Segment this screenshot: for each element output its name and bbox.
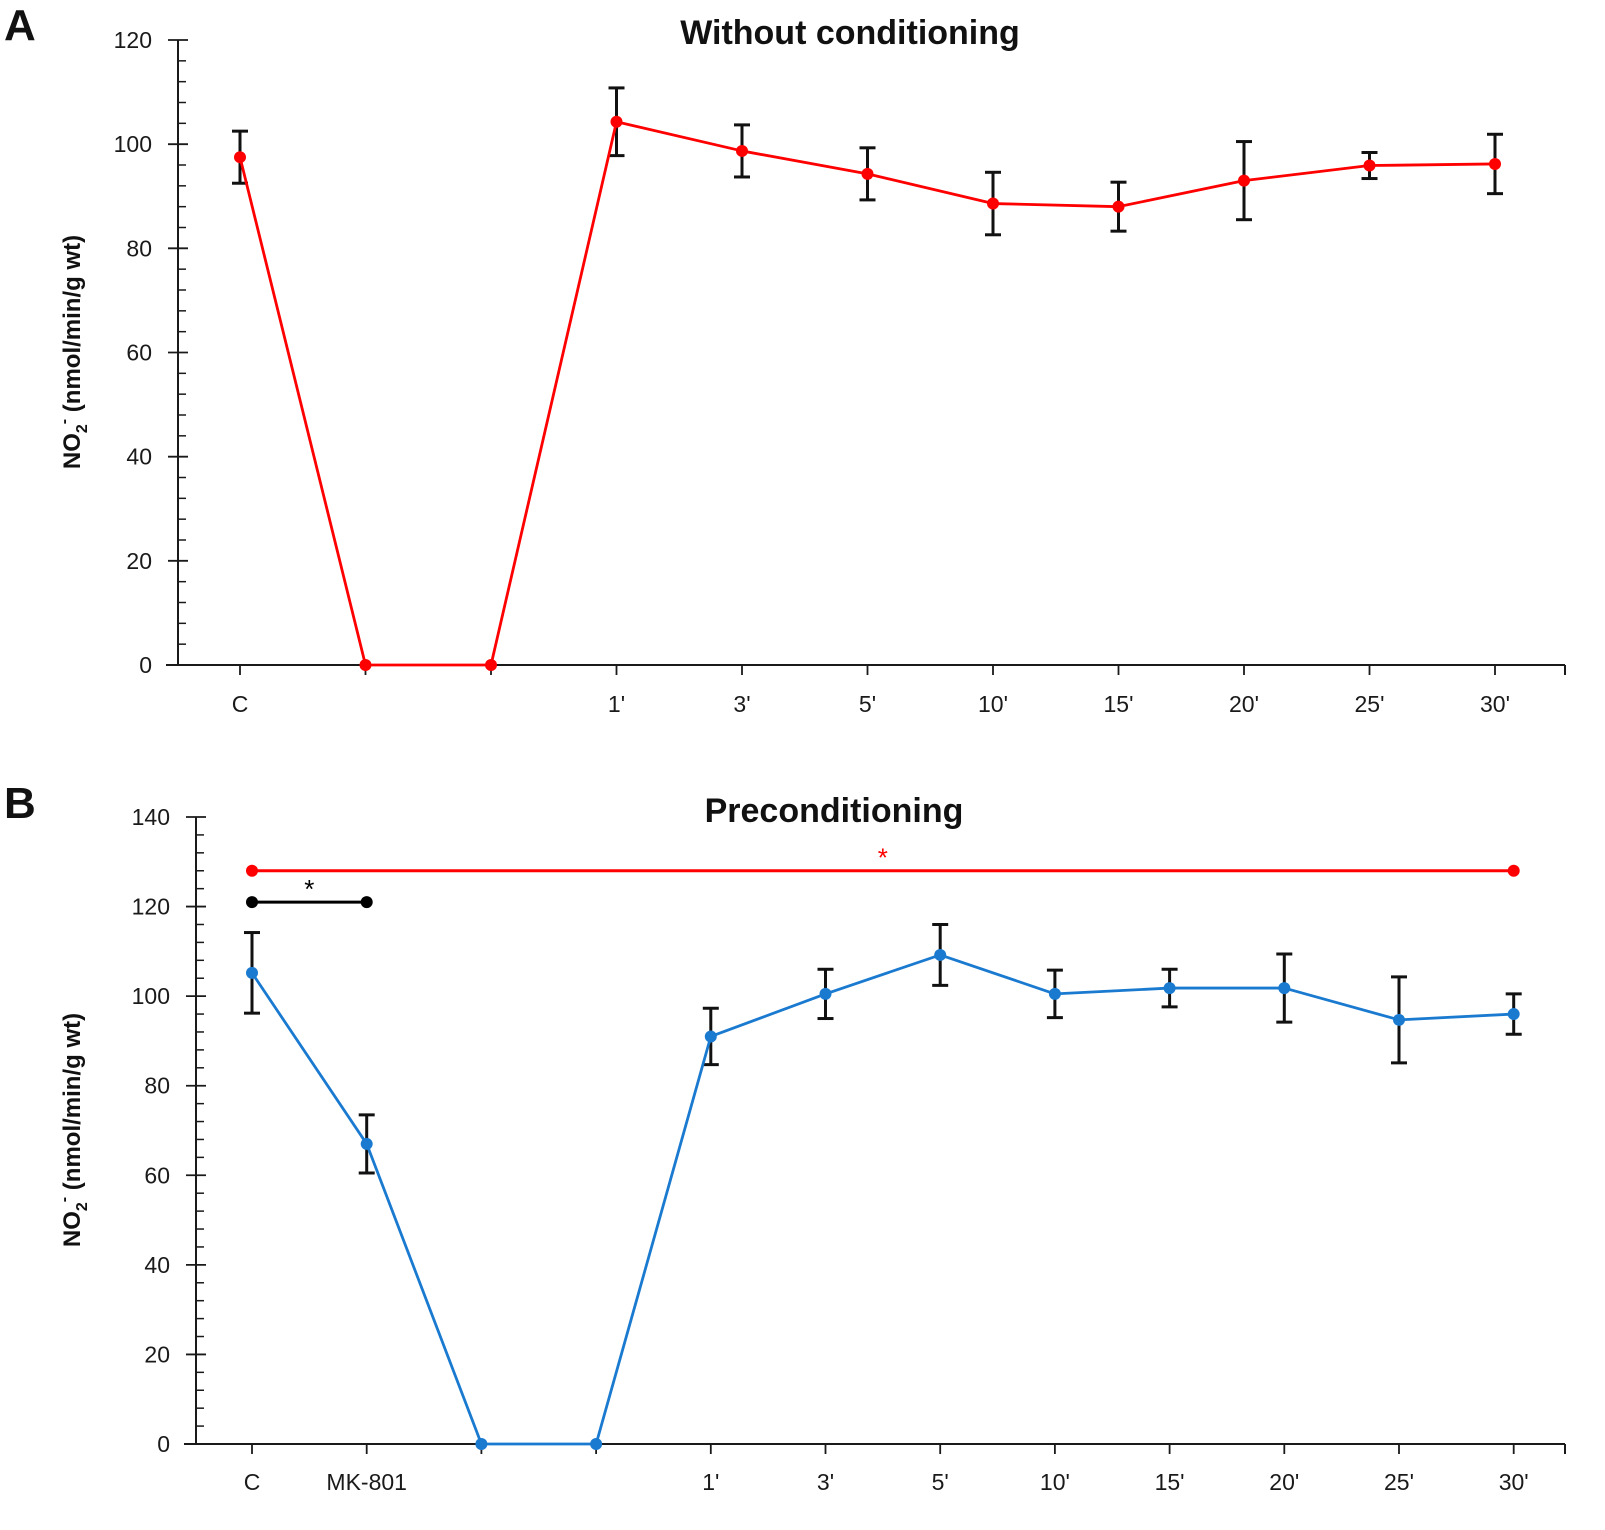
y-axis-label-sup: - <box>56 1197 73 1202</box>
y-axis-label-rest: (nmol/min/g wt) <box>59 1013 86 1197</box>
x-tick-label: 3' <box>817 1469 834 1495</box>
x-ticks-b: C MK-801 1' 3' 5' 10' 15' 20' 25' 30' <box>244 1444 1529 1495</box>
y-axis-label-sup: - <box>56 419 73 424</box>
data-point <box>1238 174 1250 187</box>
x-tick-label: 10' <box>978 691 1008 717</box>
significance-bar-endpoint <box>246 896 258 909</box>
y-axis-label-a: NO2- (nmol/min/g wt) <box>56 235 91 469</box>
data-point <box>590 1438 603 1450</box>
data-point <box>861 167 874 180</box>
panel-a: A Without conditioning NO2- (nmol/min/g … <box>4 1 1566 717</box>
y-tick-label: 60 <box>126 340 152 366</box>
panel-letter-a: A <box>4 1 36 50</box>
x-tick-label: 1' <box>702 1469 719 1495</box>
y-tick-label: 0 <box>157 1431 170 1457</box>
x-tick-label: 10' <box>1040 1469 1070 1495</box>
data-point <box>987 197 999 210</box>
series-line <box>250 953 1514 1446</box>
x-tick-label: C <box>244 1469 261 1495</box>
x-tick-label: 5' <box>859 691 876 717</box>
y-tick-label: 60 <box>144 1162 170 1188</box>
series-line <box>238 120 1496 667</box>
data-point <box>736 144 748 157</box>
y-axis-label-sub: 2 <box>74 1202 91 1211</box>
data-point <box>1163 982 1176 995</box>
y-tick-label: 140 <box>132 804 170 830</box>
panel-b: B Preconditioning NO2- (nmol/min/g wt) 0… <box>4 779 1566 1495</box>
x-tick-label: 30' <box>1480 691 1510 717</box>
svg-text:NO2- (nmol/min/g wt): NO2- (nmol/min/g wt) <box>56 235 91 469</box>
y-tick-label: 20 <box>126 548 152 574</box>
data-point <box>1048 987 1061 1000</box>
data-point <box>1507 1008 1520 1021</box>
data-point <box>1393 1013 1405 1026</box>
svg-text:NO2- (nmol/min/g wt): NO2- (nmol/min/g wt) <box>56 1013 91 1247</box>
error-bars-a <box>232 86 1503 237</box>
y-tick-label: 120 <box>114 27 152 53</box>
data-point <box>819 987 832 1000</box>
y-axis-label-b: NO2- (nmol/min/g wt) <box>56 1013 91 1247</box>
y-axis-label-main: NO <box>59 433 86 469</box>
chart-title-b: Preconditioning <box>705 792 964 830</box>
data-point <box>1112 200 1125 213</box>
data-point <box>246 966 258 979</box>
data-point <box>610 115 623 128</box>
data-point <box>1489 157 1501 170</box>
y-tick-label: 40 <box>144 1252 170 1278</box>
chart-title-a: Without conditioning <box>680 14 1020 52</box>
y-axis-label-main: NO <box>59 1211 86 1247</box>
x-tick-label: 20' <box>1269 1469 1299 1495</box>
y-axis-label-sub: 2 <box>74 424 91 433</box>
y-tick-label: 100 <box>114 131 152 157</box>
significance-bar-endpoint <box>246 864 258 877</box>
data-point <box>485 659 497 671</box>
significance-star: * <box>304 874 314 904</box>
y-tick-label: 0 <box>139 652 152 678</box>
x-tick-label: 1' <box>608 691 625 717</box>
annotations-b: ** <box>246 843 1520 909</box>
x-tick-label: 15' <box>1104 691 1134 717</box>
y-tick-label: 20 <box>144 1341 170 1367</box>
x-ticks-a: C 1' 3' 5' 10' 15' 20' 25' 30' <box>232 665 1510 717</box>
y-tick-label: 120 <box>132 894 170 920</box>
x-tick-label: 5' <box>932 1469 949 1495</box>
data-point <box>359 659 372 671</box>
panel-letter-b: B <box>4 779 36 828</box>
y-axis-label-rest: (nmol/min/g wt) <box>59 235 86 419</box>
significance-star: * <box>878 843 888 873</box>
y-ticks-b: 0 20 40 60 80 100 120 140 <box>132 804 206 1457</box>
x-tick-label: MK-801 <box>326 1469 407 1495</box>
series-b <box>246 948 1520 1450</box>
data-point <box>360 1137 373 1150</box>
data-point <box>475 1438 488 1450</box>
y-tick-label: 40 <box>126 444 152 470</box>
series-a <box>234 115 1501 671</box>
x-tick-label: 3' <box>733 691 750 717</box>
error-bars-b <box>244 922 1522 1175</box>
data-point <box>234 151 246 164</box>
significance-bar-endpoint <box>360 896 373 909</box>
y-tick-label: 100 <box>132 983 170 1009</box>
axes-a <box>166 40 1566 675</box>
significance-bar-endpoint <box>1507 864 1520 877</box>
x-tick-label: 25' <box>1384 1469 1414 1495</box>
data-point <box>1278 982 1291 995</box>
y-tick-label: 80 <box>144 1073 170 1099</box>
x-tick-label: 15' <box>1155 1469 1185 1495</box>
data-point <box>704 1030 717 1043</box>
y-ticks-a: 0 20 40 60 80 100 120 <box>114 27 188 678</box>
y-tick-label: 80 <box>126 235 152 261</box>
x-tick-label: 30' <box>1499 1469 1529 1495</box>
data-point <box>1363 159 1376 172</box>
axes-b <box>184 817 1566 1454</box>
x-tick-label: 25' <box>1355 691 1385 717</box>
x-tick-label: C <box>232 691 249 717</box>
x-tick-label: 20' <box>1229 691 1259 717</box>
data-point <box>934 948 947 961</box>
